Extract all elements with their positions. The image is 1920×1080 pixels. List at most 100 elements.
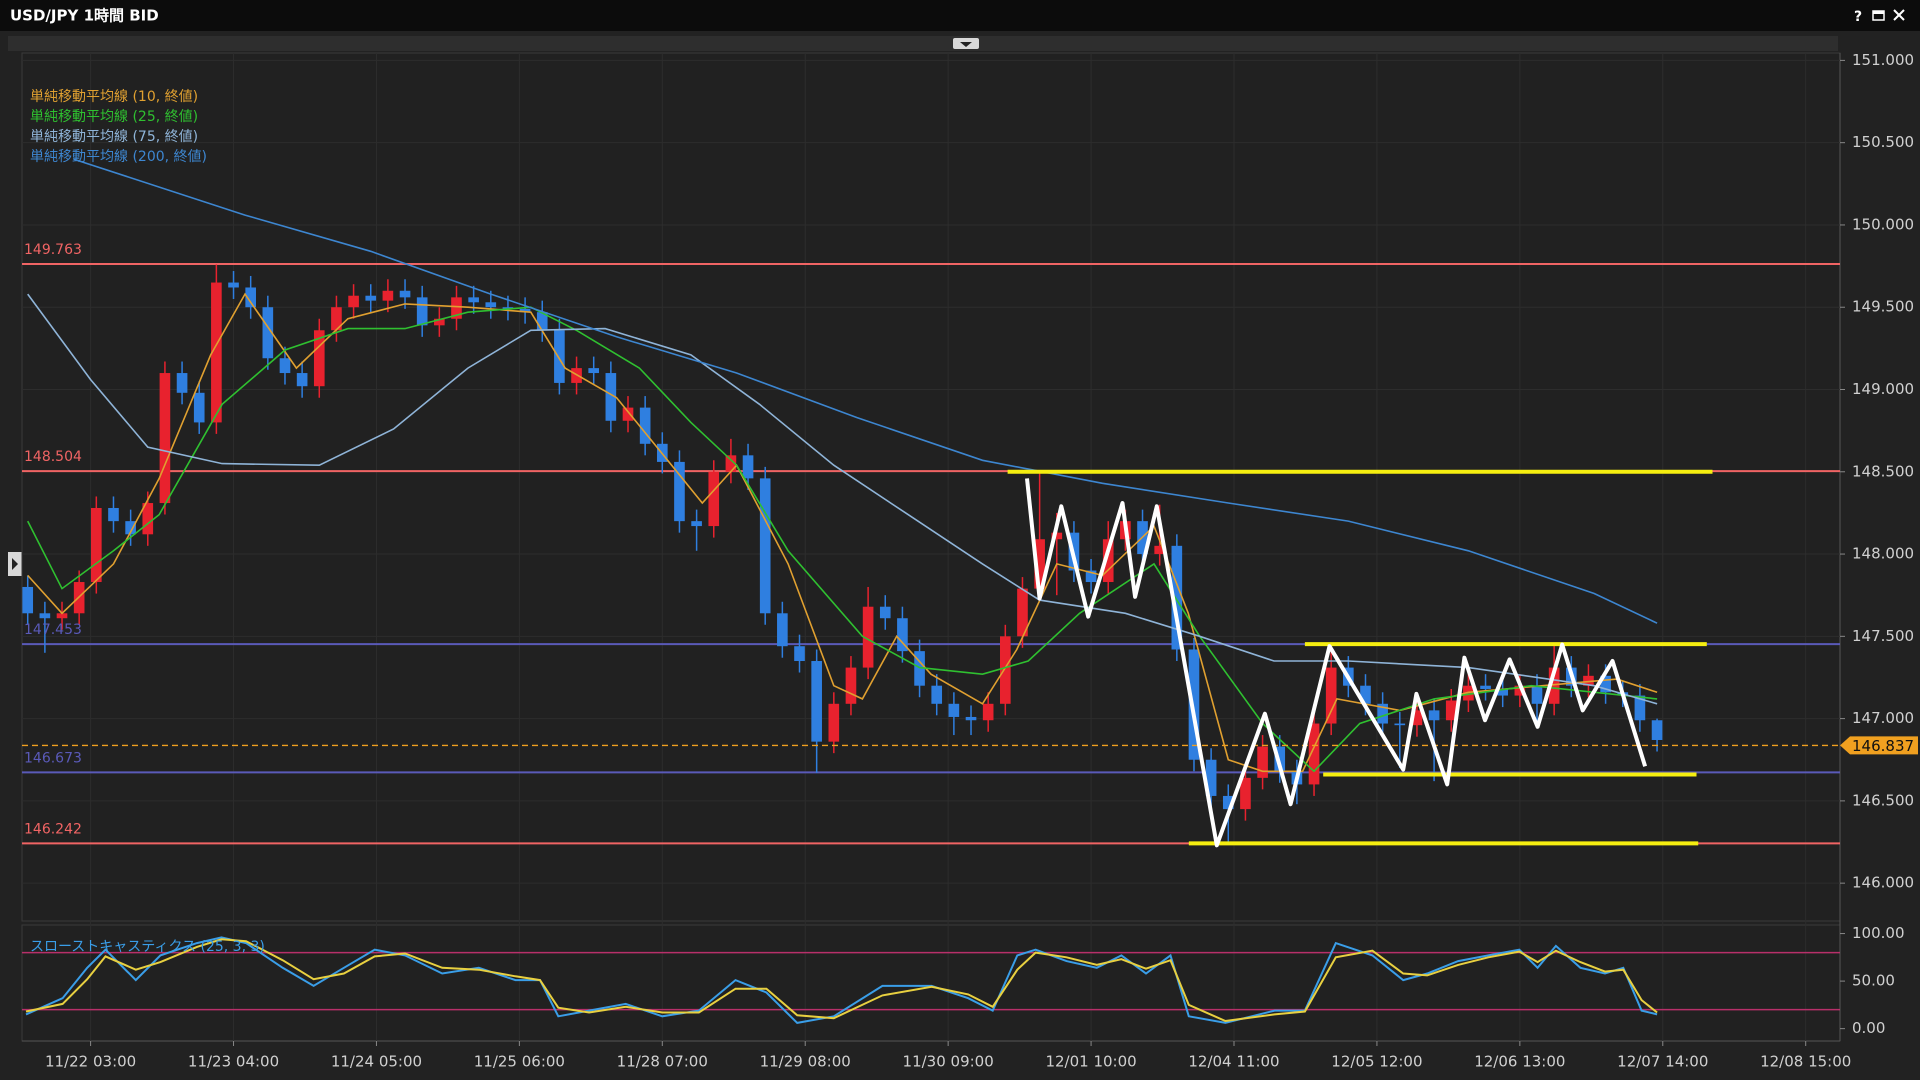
level-label: 148.504 <box>24 449 82 465</box>
candle-body <box>159 373 171 504</box>
candle-body <box>313 330 325 387</box>
candle-body <box>1102 539 1114 583</box>
candle-body <box>296 373 308 387</box>
close-button[interactable] <box>1893 9 1905 21</box>
candle-body <box>1034 539 1045 589</box>
side-panel-toggle[interactable] <box>8 552 22 576</box>
candle-body <box>1480 685 1491 689</box>
help-button[interactable]: ? <box>1854 9 1862 25</box>
stochastic-plot <box>22 936 1840 1024</box>
level-label: 146.673 <box>24 750 82 766</box>
candle-body <box>1497 688 1509 696</box>
x-tick-label: 11/28 07:00 <box>617 1053 708 1071</box>
candle-body <box>1205 759 1217 796</box>
x-tick-label: 12/07 14:00 <box>1617 1053 1708 1071</box>
candle-body <box>1154 545 1165 555</box>
candle-body <box>1257 746 1268 778</box>
candle-body <box>108 507 119 522</box>
candle-body <box>965 716 977 721</box>
legend-entry: 単純移動平均線 (10, 終値) <box>30 89 198 105</box>
zigzag-drawing <box>1025 478 1648 848</box>
candle-body <box>1428 710 1440 721</box>
x-tick-label: 11/23 04:00 <box>188 1053 279 1071</box>
candle-body <box>1360 685 1371 704</box>
candle-body <box>451 297 462 319</box>
legend-entry: 単純移動平均線 (200, 終値) <box>30 149 207 165</box>
candle-body <box>897 618 908 652</box>
y-tick-label: 100.00 <box>1852 924 1905 942</box>
candle-body <box>605 373 617 421</box>
candle-body <box>1600 675 1611 693</box>
x-tick-label: 12/06 13:00 <box>1474 1053 1565 1071</box>
candle-body <box>1051 532 1063 540</box>
level-label: 147.453 <box>24 622 82 638</box>
x-tick-label: 11/25 06:00 <box>474 1053 565 1071</box>
legend-entry: 単純移動平均線 (75, 終値) <box>30 129 198 145</box>
y-tick-label: 149.500 <box>1852 298 1914 316</box>
candle-body <box>228 282 239 288</box>
x-tick-label: 12/01 10:00 <box>1045 1053 1136 1071</box>
candle-body <box>1240 777 1251 810</box>
candle-body <box>125 521 136 535</box>
candle-body <box>365 295 377 301</box>
candle-body <box>828 703 840 742</box>
candle-body <box>931 685 943 704</box>
minimize-button[interactable] <box>1872 10 1885 21</box>
candle-body <box>742 455 754 479</box>
candle-body <box>485 302 497 308</box>
candle-body <box>639 407 651 444</box>
candle-body <box>1085 570 1097 583</box>
moving-average <box>73 158 1658 624</box>
y-tick-label: 148.000 <box>1852 545 1914 563</box>
candle-body <box>56 613 68 619</box>
candle-body <box>1377 703 1388 724</box>
candle-body <box>1171 545 1183 650</box>
candle-body <box>142 503 154 535</box>
candle-body <box>416 297 428 326</box>
candle-body <box>1017 588 1028 637</box>
candle-body <box>1514 685 1526 696</box>
candle-body <box>948 703 960 717</box>
candle-body <box>91 507 102 583</box>
x-tick-label: 12/08 15:00 <box>1760 1053 1851 1071</box>
y-tick-label: 150.500 <box>1852 133 1914 151</box>
collapse-toggle[interactable] <box>953 38 979 49</box>
last-price-label: 146.837 <box>1852 737 1914 755</box>
x-tick-label: 11/30 09:00 <box>903 1053 994 1071</box>
moving-average <box>27 292 1658 773</box>
candle-body <box>691 521 702 527</box>
candle-body <box>22 586 34 614</box>
y-tick-label: 151.000 <box>1852 51 1914 69</box>
candle-body <box>862 606 874 668</box>
candle-body <box>1411 710 1423 726</box>
candle-body <box>777 613 788 647</box>
candle-body <box>914 651 925 686</box>
candle-body <box>982 703 994 721</box>
window-title: USD/JPY 1時間 BID <box>10 7 159 25</box>
candle-body <box>674 461 685 522</box>
legend-entry: 単純移動平均線 (25, 終値) <box>30 109 198 125</box>
candle-body <box>845 667 857 704</box>
candle-body <box>1445 700 1457 721</box>
oscillator-line <box>25 936 1658 1024</box>
candle-body <box>1188 649 1200 760</box>
candle-body <box>468 297 479 303</box>
candle-body <box>1651 720 1663 740</box>
moving-average <box>26 306 1658 773</box>
y-tick-label: 149.000 <box>1852 380 1914 398</box>
pane-title: スローストキャスティクス (25, 3, 3) <box>30 939 265 955</box>
candle-body <box>382 290 394 301</box>
x-tick-label: 11/29 08:00 <box>760 1053 851 1071</box>
candle-body <box>1583 675 1594 686</box>
candle-body <box>519 308 531 313</box>
grid <box>22 53 1845 1046</box>
candle-body <box>588 368 600 374</box>
y-tick-label: 148.500 <box>1852 462 1914 480</box>
x-tick-label: 12/05 12:00 <box>1331 1053 1422 1071</box>
y-tick-label: 50.00 <box>1852 972 1895 990</box>
y-tick-label: 147.000 <box>1852 709 1914 727</box>
stochastic-pane <box>21 924 1841 1042</box>
last-price-tag <box>1840 736 1918 755</box>
candle-body <box>1634 695 1646 721</box>
candle-body <box>554 330 565 383</box>
